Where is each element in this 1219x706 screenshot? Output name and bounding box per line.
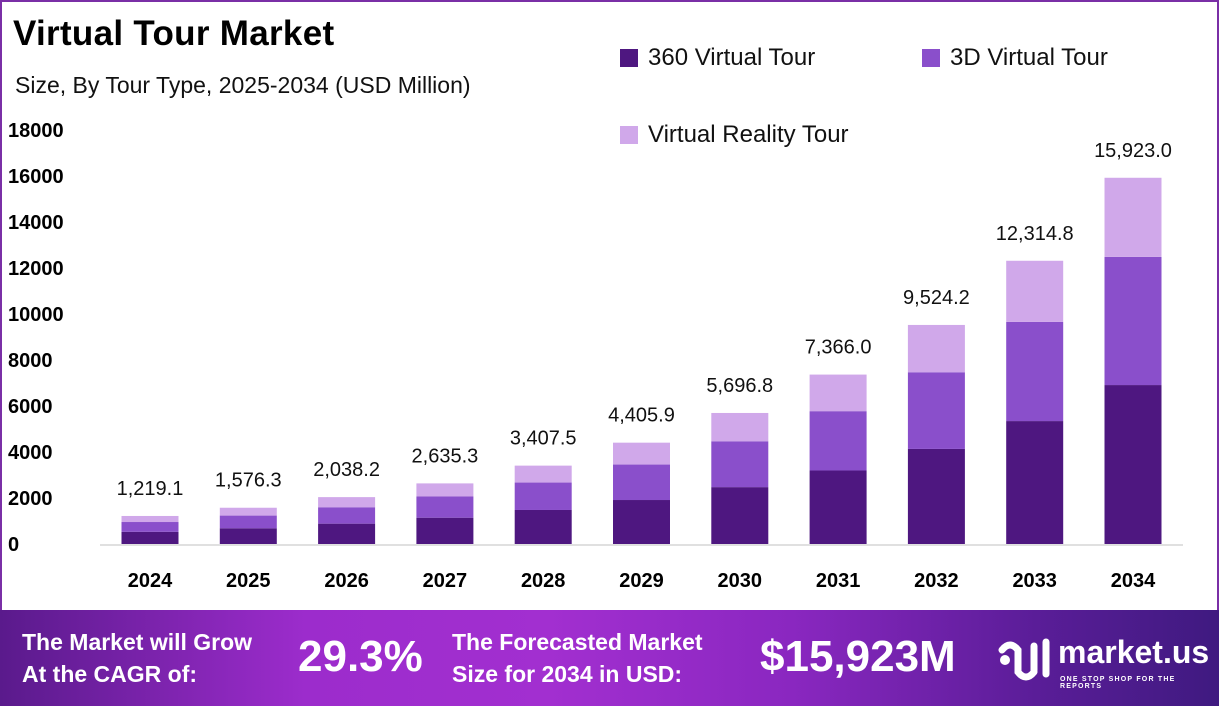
bar-segment xyxy=(416,517,474,544)
data-label: 5,696.8 xyxy=(706,375,773,397)
legend-label: 360 Virtual Tour xyxy=(648,44,816,71)
x-tick-label: 2032 xyxy=(914,570,959,592)
legend-swatch xyxy=(620,126,638,144)
bar-chart: 0 2000 4000 6000 8000 10000 12000 14000 16000 180… xyxy=(8,120,1183,592)
data-label: 1,219.1 xyxy=(117,478,184,500)
cagr-value: 29.3% xyxy=(298,632,423,681)
y-tick-label: 10000 xyxy=(8,304,64,326)
bar-segment xyxy=(121,522,179,532)
bar-segment xyxy=(1104,177,1162,257)
x-tick-label: 2028 xyxy=(521,570,566,592)
bar-segment xyxy=(809,470,867,544)
bar-segment xyxy=(613,500,670,544)
bar-segment xyxy=(907,372,965,449)
bar-segment xyxy=(416,483,474,497)
y-tick-label: 4000 xyxy=(8,442,53,464)
bar-segment xyxy=(219,515,277,529)
x-tick-label: 2027 xyxy=(423,570,468,592)
y-tick-label: 0 xyxy=(8,534,19,556)
bar-segment xyxy=(907,324,965,373)
legend-label: Virtual Reality Tour xyxy=(648,121,849,148)
y-tick-label: 2000 xyxy=(8,488,53,510)
bar-segment xyxy=(318,523,376,544)
chart-subtitle: Size, By Tour Type, 2025-2034 (USD Milli… xyxy=(15,72,471,98)
x-tick-label: 2025 xyxy=(226,570,271,592)
cagr-label: The Market will Grow At the CAGR of: xyxy=(22,626,252,690)
forecast-label: The Forecasted Market Size for 2034 in U… xyxy=(452,626,703,690)
market-us-logo-icon xyxy=(998,638,1050,681)
x-tick-label: 2033 xyxy=(1012,570,1057,592)
data-label: 2,635.3 xyxy=(412,445,479,467)
footer-banner: The Market will Grow At the CAGR of: 29.… xyxy=(0,610,1219,706)
bar-segment xyxy=(416,496,474,518)
bar-segment xyxy=(219,528,277,544)
y-tick-label: 16000 xyxy=(8,166,64,188)
cagr-label-line2: At the CAGR of: xyxy=(22,661,198,687)
forecast-value: $15,923M xyxy=(760,632,956,681)
data-label: 1,576.3 xyxy=(215,470,282,492)
bar-segment xyxy=(1006,321,1064,422)
bar-segment xyxy=(711,441,769,488)
bar-segment xyxy=(613,442,670,465)
bar-segment xyxy=(121,515,179,523)
x-tick-label: 2029 xyxy=(619,570,664,592)
bar-segment xyxy=(711,412,769,442)
bar-segment xyxy=(711,487,769,544)
legend-item-vr: Virtual Reality Tour xyxy=(620,121,849,149)
bar-segment xyxy=(514,482,572,510)
legend-item-3d: 3D Virtual Tour xyxy=(922,44,1108,72)
bar-segment xyxy=(1006,421,1064,544)
y-tick-label: 8000 xyxy=(8,350,53,372)
y-tick-label: 14000 xyxy=(8,212,64,234)
bar-segment xyxy=(121,531,179,544)
bar-segment xyxy=(809,411,867,471)
cagr-label-line1: The Market will Grow xyxy=(22,629,253,655)
bar-segment xyxy=(1006,260,1064,322)
chart-frame xyxy=(0,0,1219,612)
bar-segment xyxy=(514,465,572,483)
x-tick-label: 2034 xyxy=(1111,570,1156,592)
data-label: 7,366.0 xyxy=(805,337,872,359)
data-label: 2,038.2 xyxy=(313,459,380,481)
bar-segment xyxy=(318,507,376,524)
x-tick-label: 2031 xyxy=(816,570,861,592)
y-tick-label: 18000 xyxy=(8,120,64,142)
bar-segment xyxy=(809,374,867,412)
x-tick-label: 2030 xyxy=(718,570,763,592)
x-tick-label: 2024 xyxy=(128,570,173,592)
forecast-label-line1: The Forecasted Market xyxy=(452,629,703,655)
y-tick-label: 12000 xyxy=(8,258,64,280)
legend-swatch xyxy=(620,49,638,67)
y-tick-label: 6000 xyxy=(8,396,53,418)
data-label: 9,524.2 xyxy=(903,287,970,309)
bar-segment xyxy=(907,448,965,544)
bar-segment xyxy=(514,509,572,544)
x-tick-label: 2026 xyxy=(324,570,369,592)
data-label: 12,314.8 xyxy=(996,223,1074,245)
bar-segment xyxy=(318,497,376,508)
bar-segment xyxy=(1104,385,1162,544)
data-label: 4,405.9 xyxy=(608,405,675,427)
logo-name: market.us xyxy=(1058,634,1210,670)
bar-segment xyxy=(219,507,277,516)
legend-swatch xyxy=(922,49,940,67)
bar-segment xyxy=(613,464,670,501)
chart-title: Virtual Tour Market xyxy=(13,14,335,53)
data-label: 3,407.5 xyxy=(510,428,577,450)
logo-tagline: ONE STOP SHOP FOR THE REPORTS xyxy=(1060,676,1176,690)
bar-segment xyxy=(1104,256,1162,386)
legend-label: 3D Virtual Tour xyxy=(950,44,1108,71)
data-label: 15,923.0 xyxy=(1094,140,1172,162)
forecast-label-line2: Size for 2034 in USD: xyxy=(452,661,683,687)
legend-item-360: 360 Virtual Tour xyxy=(620,44,815,72)
